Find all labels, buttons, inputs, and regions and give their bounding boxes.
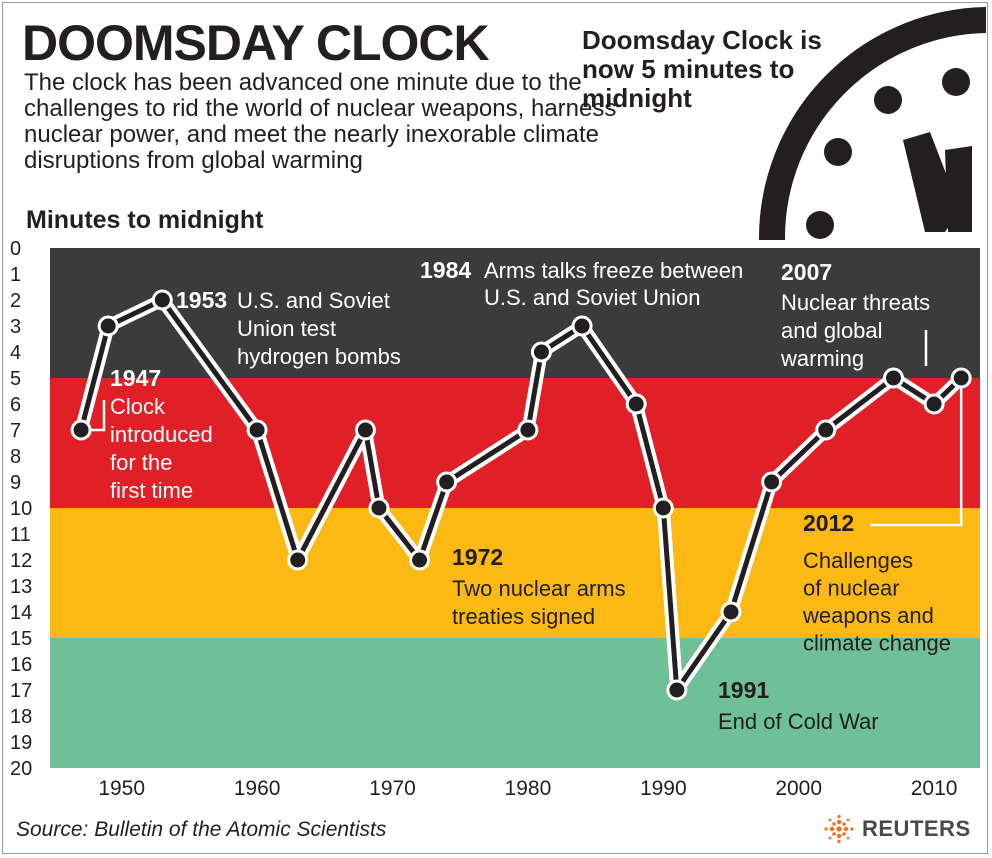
annotation-text-1953: Union test <box>237 316 336 341</box>
data-point-2007 <box>882 367 904 389</box>
data-point-1969 <box>368 497 390 519</box>
clock-hand <box>903 132 960 232</box>
y-tick-label: 16 <box>10 654 32 676</box>
data-point-1991 <box>666 679 688 701</box>
annotation-year-1953: 1953 <box>176 287 227 313</box>
annotation-text-2012: Challenges <box>803 548 913 573</box>
band-10-15 <box>50 508 980 638</box>
clock-dot <box>874 86 902 114</box>
data-point-1980 <box>517 419 539 441</box>
annotation-text-2007: and global <box>781 318 883 343</box>
x-tick-label: 2000 <box>775 777 822 800</box>
data-point-2012 <box>950 367 972 389</box>
y-tick-label: 2 <box>10 290 21 312</box>
data-point-1974 <box>436 471 458 493</box>
y-tick-label: 11 <box>10 524 31 546</box>
annotation-year-1972: 1972 <box>452 544 503 570</box>
y-tick-label: 18 <box>10 706 32 728</box>
data-point-1981 <box>530 341 552 363</box>
annotation-text-1953: U.S. and Soviet <box>237 288 390 313</box>
annotation-year-2007: 2007 <box>781 259 832 285</box>
y-tick-label: 7 <box>10 420 21 442</box>
annotation-text-1984: Arms talks freeze between <box>484 258 743 283</box>
annotation-year-1947: 1947 <box>110 365 161 391</box>
data-point-1984 <box>571 315 593 337</box>
x-tick-label: 1960 <box>234 777 281 800</box>
x-tick-label: 1980 <box>505 777 552 800</box>
annotation-text-1953: hydrogen bombs <box>237 344 401 369</box>
annotation-text-1947: first time <box>110 478 193 503</box>
page-title: DOOMSDAY CLOCK <box>22 15 490 71</box>
reuters-dots-icon <box>824 814 854 844</box>
clock-dot <box>806 211 834 239</box>
data-point-1990 <box>652 497 674 519</box>
annotation-leader-1947 <box>89 400 106 432</box>
annotation-year-2012: 2012 <box>803 510 854 536</box>
data-point-1995 <box>720 601 742 623</box>
y-tick-label: 20 <box>10 758 32 780</box>
y-tick-label: 0 <box>10 238 21 260</box>
clock-dot <box>942 68 970 96</box>
data-point-1949 <box>97 315 119 337</box>
annotation-text-1991: End of Cold War <box>718 709 879 734</box>
clock-face-illustration <box>759 7 986 240</box>
annotation-text-1947: introduced <box>110 422 213 447</box>
data-point-1998 <box>761 471 783 493</box>
y-tick-label: 10 <box>10 498 32 520</box>
annotation-text-1947: for the <box>110 450 172 475</box>
x-tick-label: 1970 <box>369 777 416 800</box>
y-tick-label: 4 <box>10 342 21 364</box>
data-point-1968 <box>354 419 376 441</box>
y-tick-label: 3 <box>10 316 21 338</box>
y-tick-label: 6 <box>10 394 21 416</box>
data-point-1988 <box>625 393 647 415</box>
data-point-1953 <box>151 289 173 311</box>
annotation-text-2012: weapons and <box>802 603 934 628</box>
clock-callout: Doomsday Clock is now 5 minutes to midni… <box>582 25 822 113</box>
x-tick-label: 1990 <box>640 777 687 800</box>
y-axis-title: Minutes to midnight <box>26 206 264 234</box>
y-tick-label: 9 <box>10 472 21 494</box>
annotation-text-1972: treaties signed <box>452 604 595 629</box>
annotation-text-1984: U.S. and Soviet Union <box>484 285 700 310</box>
clock-hand <box>945 146 972 232</box>
y-tick-label: 5 <box>10 368 21 390</box>
annotation-text-2012: climate change <box>803 631 951 656</box>
annotation-year-1984: 1984 <box>420 257 471 283</box>
clock-dot <box>824 138 852 166</box>
y-tick-label: 8 <box>10 446 21 468</box>
annotation-text-2012: of nuclear <box>803 576 900 601</box>
x-tick-label: 2010 <box>911 777 958 800</box>
annotation-text-1972: Two nuclear arms <box>452 576 626 601</box>
y-tick-label: 14 <box>10 602 32 624</box>
y-tick-label: 15 <box>10 628 32 650</box>
band-15-20 <box>50 638 980 768</box>
data-point-1960 <box>246 419 268 441</box>
data-point-1972 <box>409 549 431 571</box>
y-tick-label: 17 <box>10 680 32 702</box>
page-subtitle: The clock has been advanced one minute d… <box>24 69 617 174</box>
annotation-text-2007: warming <box>780 346 864 371</box>
y-tick-label: 19 <box>10 732 32 754</box>
y-tick-label: 13 <box>10 576 32 598</box>
x-tick-label: 1950 <box>98 777 145 800</box>
annotation-leader-2012 <box>870 386 963 527</box>
y-tick-label: 1 <box>10 264 21 286</box>
data-point-1963 <box>287 549 309 571</box>
annotation-text-2007: Nuclear threats <box>781 290 930 315</box>
brand-name: REUTERS <box>862 816 971 841</box>
annotation-year-1991: 1991 <box>718 677 769 703</box>
reuters-logo: REUTERS <box>822 814 971 844</box>
y-tick-label: 12 <box>10 550 32 572</box>
annotation-text-1947: Clock <box>110 394 166 419</box>
data-point-2010 <box>923 393 945 415</box>
source-note: Source: Bulletin of the Atomic Scientist… <box>16 818 387 841</box>
data-point-2002 <box>815 419 837 441</box>
data-point-1947 <box>70 419 92 441</box>
